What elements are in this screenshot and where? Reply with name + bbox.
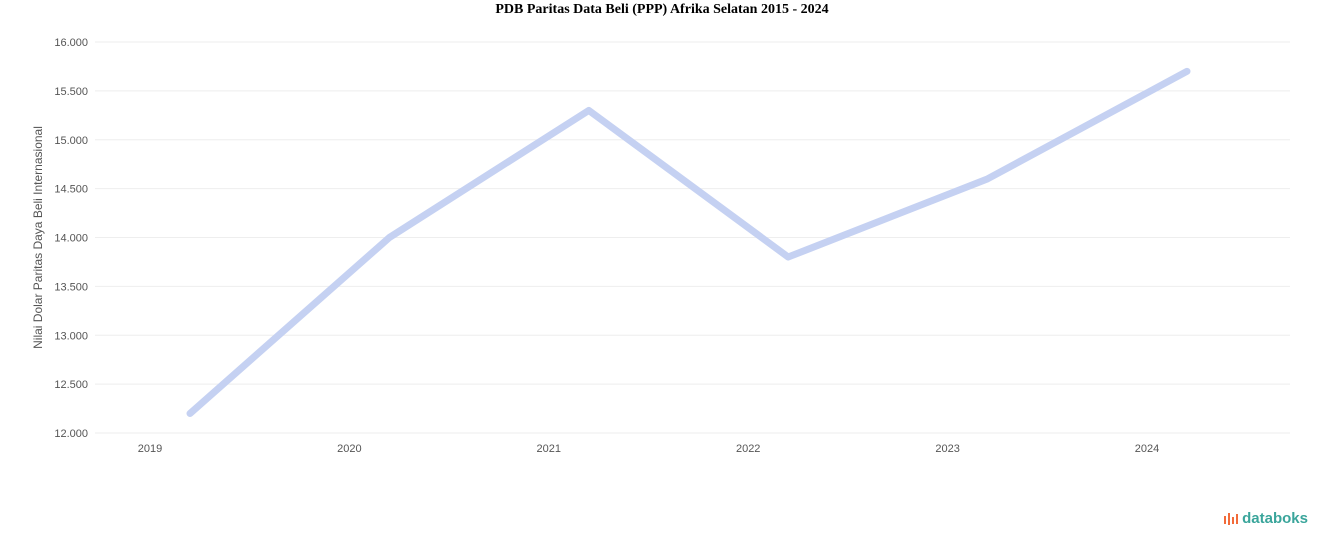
- y-tick-label: 14.000: [54, 233, 88, 245]
- data-point: [785, 254, 792, 261]
- x-tick-label: 2022: [736, 443, 760, 455]
- chart-title: PDB Paritas Data Beli (PPP) Afrika Selat…: [495, 2, 829, 17]
- data-point: [984, 175, 991, 182]
- y-axis-label: Nilai Dolar Paritas Daya Beli Internasio…: [31, 126, 45, 349]
- y-tick-label: 12.500: [54, 379, 88, 391]
- data-point: [187, 410, 193, 417]
- x-tick-label: 2024: [1135, 443, 1159, 455]
- x-tick-label: 2020: [337, 443, 361, 455]
- data-point: [386, 234, 393, 241]
- y-tick-label: 13.000: [54, 330, 88, 342]
- y-tick-label: 16.000: [54, 37, 88, 49]
- databoks-logo-text: databoks: [1242, 510, 1308, 527]
- data-point: [1184, 68, 1190, 75]
- y-tick-label: 15.500: [54, 86, 88, 98]
- series-line: [186, 67, 1191, 417]
- x-tick-label: 2019: [138, 443, 162, 455]
- x-tick-label: 2023: [935, 443, 959, 455]
- x-tick-label: 2021: [537, 443, 561, 455]
- databoks-logo-icon: [1224, 512, 1239, 525]
- y-tick-label: 13.500: [54, 281, 88, 293]
- data-point: [585, 107, 592, 114]
- y-tick-label: 14.500: [54, 184, 88, 196]
- y-tick-label: 15.000: [54, 135, 88, 147]
- y-tick-label: 12.000: [54, 428, 88, 440]
- databoks-logo[interactable]: databoks: [1223, 510, 1308, 527]
